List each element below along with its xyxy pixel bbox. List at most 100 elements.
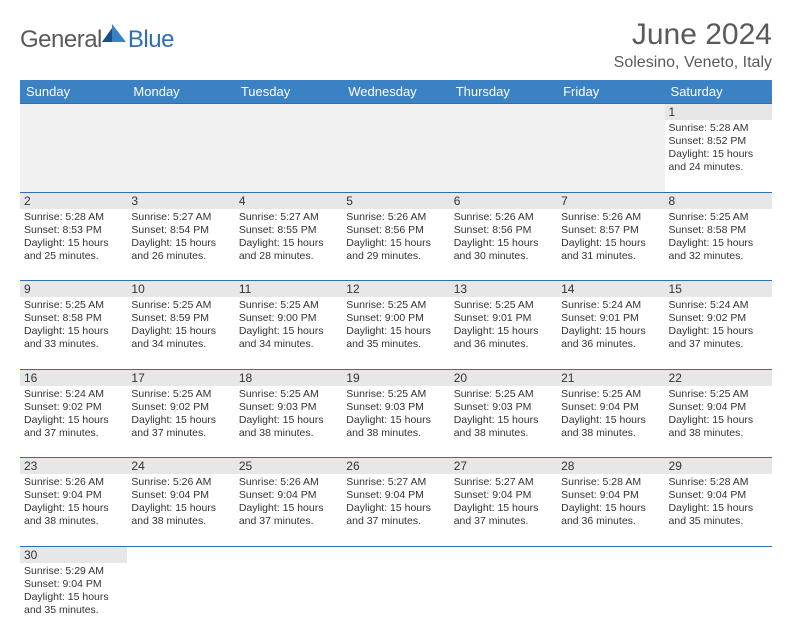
day-cell: Sunrise: 5:24 AMSunset: 9:01 PMDaylight:… <box>557 297 664 369</box>
day-cell: Sunrise: 5:25 AMSunset: 9:00 PMDaylight:… <box>235 297 342 369</box>
day-cell: Sunrise: 5:28 AMSunset: 8:53 PMDaylight:… <box>20 209 127 281</box>
empty-cell <box>342 563 449 635</box>
day-number: 8 <box>665 192 772 209</box>
daylight-text: Daylight: 15 hours <box>239 502 338 515</box>
day-number: 20 <box>450 369 557 386</box>
empty-cell <box>20 120 127 192</box>
daylight-text: and 34 minutes. <box>131 338 230 351</box>
day-number: 4 <box>235 192 342 209</box>
day-number: 6 <box>450 192 557 209</box>
daylight-text: and 37 minutes. <box>239 515 338 528</box>
daylight-text: Daylight: 15 hours <box>561 502 660 515</box>
sunset-text: Sunset: 9:00 PM <box>346 312 445 325</box>
sunrise-text: Sunrise: 5:25 AM <box>346 299 445 312</box>
sunrise-text: Sunrise: 5:25 AM <box>669 388 768 401</box>
daylight-text: and 37 minutes. <box>131 427 230 440</box>
daylight-text: Daylight: 15 hours <box>24 414 123 427</box>
daylight-text: and 37 minutes. <box>669 338 768 351</box>
sunrise-text: Sunrise: 5:28 AM <box>561 476 660 489</box>
sunrise-text: Sunrise: 5:26 AM <box>454 211 553 224</box>
sunrise-text: Sunrise: 5:27 AM <box>131 211 230 224</box>
daylight-text: and 38 minutes. <box>24 515 123 528</box>
day-number: 23 <box>20 458 127 475</box>
day-number: 2 <box>20 192 127 209</box>
week-row: Sunrise: 5:24 AMSunset: 9:02 PMDaylight:… <box>20 386 772 458</box>
sunset-text: Sunset: 9:01 PM <box>454 312 553 325</box>
col-tuesday: Tuesday <box>235 80 342 104</box>
week-row: Sunrise: 5:25 AMSunset: 8:58 PMDaylight:… <box>20 297 772 369</box>
daylight-text: and 38 minutes. <box>346 427 445 440</box>
daylight-text: and 37 minutes. <box>454 515 553 528</box>
sunrise-text: Sunrise: 5:24 AM <box>24 388 123 401</box>
daynum-row: 16171819202122 <box>20 369 772 386</box>
day-cell: Sunrise: 5:25 AMSunset: 9:02 PMDaylight:… <box>127 386 234 458</box>
sunset-text: Sunset: 8:58 PM <box>669 224 768 237</box>
empty-cell <box>557 563 664 635</box>
day-cell: Sunrise: 5:28 AMSunset: 9:04 PMDaylight:… <box>557 474 664 546</box>
sunset-text: Sunset: 9:04 PM <box>346 489 445 502</box>
daylight-text: Daylight: 15 hours <box>24 325 123 338</box>
day-number: 22 <box>665 369 772 386</box>
day-number: 17 <box>127 369 234 386</box>
empty-cell <box>665 546 772 563</box>
week-row: Sunrise: 5:28 AMSunset: 8:53 PMDaylight:… <box>20 209 772 281</box>
sunrise-text: Sunrise: 5:29 AM <box>24 565 123 578</box>
sunrise-text: Sunrise: 5:25 AM <box>454 299 553 312</box>
day-cell: Sunrise: 5:25 AMSunset: 9:04 PMDaylight:… <box>665 386 772 458</box>
sunset-text: Sunset: 9:04 PM <box>669 489 768 502</box>
day-cell: Sunrise: 5:27 AMSunset: 9:04 PMDaylight:… <box>450 474 557 546</box>
daylight-text: Daylight: 15 hours <box>131 325 230 338</box>
sunset-text: Sunset: 9:04 PM <box>561 401 660 414</box>
day-number: 28 <box>557 458 664 475</box>
sunset-text: Sunset: 8:56 PM <box>454 224 553 237</box>
daylight-text: and 38 minutes. <box>239 427 338 440</box>
day-number: 5 <box>342 192 449 209</box>
daylight-text: Daylight: 15 hours <box>131 502 230 515</box>
sunset-text: Sunset: 8:53 PM <box>24 224 123 237</box>
empty-cell <box>557 546 664 563</box>
day-number: 16 <box>20 369 127 386</box>
day-cell: Sunrise: 5:27 AMSunset: 9:04 PMDaylight:… <box>342 474 449 546</box>
daylight-text: and 25 minutes. <box>24 250 123 263</box>
day-cell: Sunrise: 5:26 AMSunset: 9:04 PMDaylight:… <box>127 474 234 546</box>
sunset-text: Sunset: 9:00 PM <box>239 312 338 325</box>
sunrise-text: Sunrise: 5:26 AM <box>346 211 445 224</box>
daynum-row: 1 <box>20 104 772 121</box>
sunrise-text: Sunrise: 5:26 AM <box>131 476 230 489</box>
sunset-text: Sunset: 9:04 PM <box>24 578 123 591</box>
sunset-text: Sunset: 8:57 PM <box>561 224 660 237</box>
daylight-text: and 34 minutes. <box>239 338 338 351</box>
daylight-text: and 24 minutes. <box>669 161 768 174</box>
empty-cell <box>127 546 234 563</box>
day-cell: Sunrise: 5:25 AMSunset: 8:59 PMDaylight:… <box>127 297 234 369</box>
empty-cell <box>450 120 557 192</box>
daylight-text: and 36 minutes. <box>561 515 660 528</box>
daylight-text: and 26 minutes. <box>131 250 230 263</box>
daylight-text: Daylight: 15 hours <box>454 414 553 427</box>
sunset-text: Sunset: 9:04 PM <box>239 489 338 502</box>
sunset-text: Sunset: 9:02 PM <box>669 312 768 325</box>
daynum-row: 30 <box>20 546 772 563</box>
empty-cell <box>557 120 664 192</box>
daynum-row: 23242526272829 <box>20 458 772 475</box>
daylight-text: Daylight: 15 hours <box>454 502 553 515</box>
sunrise-text: Sunrise: 5:24 AM <box>669 299 768 312</box>
empty-cell <box>235 120 342 192</box>
sunrise-text: Sunrise: 5:25 AM <box>131 388 230 401</box>
sunset-text: Sunset: 8:56 PM <box>346 224 445 237</box>
day-cell: Sunrise: 5:24 AMSunset: 9:02 PMDaylight:… <box>665 297 772 369</box>
empty-cell <box>20 104 127 121</box>
sunrise-text: Sunrise: 5:28 AM <box>669 122 768 135</box>
daylight-text: and 35 minutes. <box>669 515 768 528</box>
sunrise-text: Sunrise: 5:25 AM <box>346 388 445 401</box>
daynum-row: 9101112131415 <box>20 281 772 298</box>
day-cell: Sunrise: 5:25 AMSunset: 8:58 PMDaylight:… <box>665 209 772 281</box>
sunset-text: Sunset: 9:03 PM <box>346 401 445 414</box>
day-header-row: Sunday Monday Tuesday Wednesday Thursday… <box>20 80 772 104</box>
daylight-text: and 38 minutes. <box>131 515 230 528</box>
sunset-text: Sunset: 8:59 PM <box>131 312 230 325</box>
sunrise-text: Sunrise: 5:25 AM <box>561 388 660 401</box>
sunset-text: Sunset: 9:04 PM <box>24 489 123 502</box>
daylight-text: Daylight: 15 hours <box>669 148 768 161</box>
empty-cell <box>450 546 557 563</box>
